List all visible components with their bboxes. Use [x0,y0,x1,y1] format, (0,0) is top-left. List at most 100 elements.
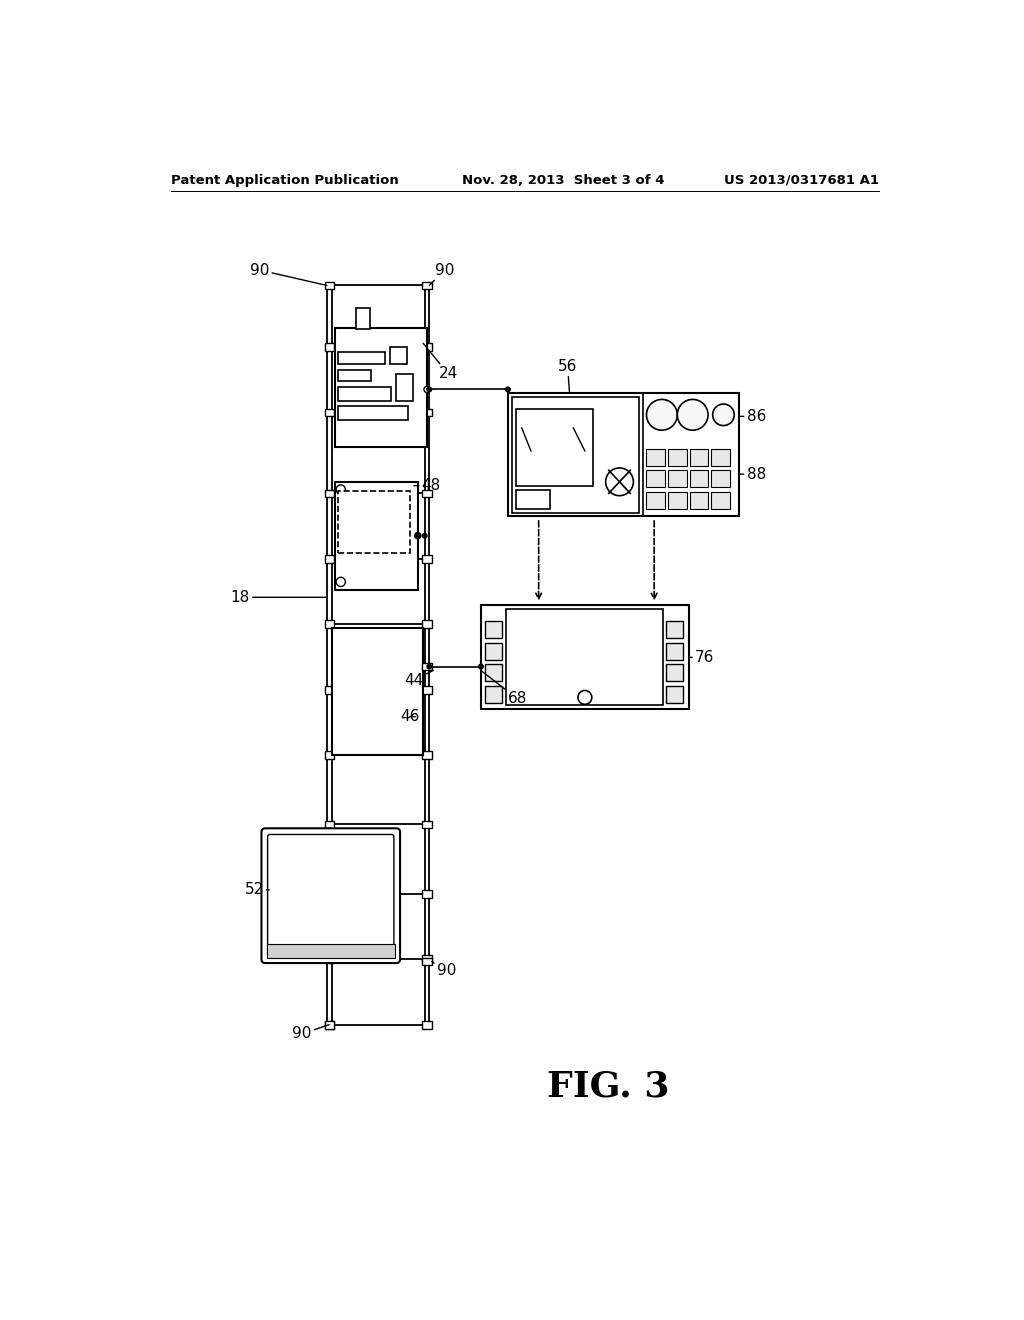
Bar [422,1020,432,1028]
Circle shape [415,532,421,539]
Bar [646,470,665,487]
Text: 76: 76 [689,649,715,665]
Text: FIG. 3: FIG. 3 [547,1069,670,1104]
Text: 56: 56 [558,359,578,392]
Bar [666,622,683,638]
Bar [646,449,665,466]
Bar [267,944,394,958]
Circle shape [427,664,432,669]
Bar [333,628,423,755]
Bar [335,327,427,447]
Bar [484,643,502,660]
Bar [325,554,334,562]
Bar [339,407,408,420]
Bar [325,821,334,829]
Bar [689,449,708,466]
Bar [344,533,364,549]
Circle shape [336,484,345,494]
Bar [668,449,686,466]
Bar [689,470,708,487]
Text: US 2013/0317681 A1: US 2013/0317681 A1 [724,174,879,187]
Bar [325,620,334,628]
Bar [422,343,432,351]
Bar [484,664,502,681]
Circle shape [677,400,708,430]
Text: 90: 90 [429,263,454,285]
Bar [422,751,432,759]
Bar [370,492,390,510]
Bar [422,281,432,289]
Bar [325,956,334,964]
Bar [515,409,593,486]
Bar [325,343,334,351]
Bar [508,393,739,516]
Bar [325,1020,334,1028]
Bar [711,492,730,508]
Bar [325,1020,334,1028]
Bar [666,664,683,681]
Bar [422,890,432,898]
Bar [325,409,334,416]
Circle shape [578,690,592,705]
Bar [396,374,413,401]
Bar [668,470,686,487]
Bar [339,387,391,401]
Bar [422,409,432,416]
Circle shape [336,577,345,586]
Bar [422,956,432,964]
Bar [646,492,665,508]
Bar [512,397,639,512]
Bar [422,490,432,498]
Bar [356,308,370,330]
Bar [335,482,418,590]
Bar [344,512,364,529]
Bar [422,686,432,693]
Text: Nov. 28, 2013  Sheet 3 of 4: Nov. 28, 2013 Sheet 3 of 4 [462,174,665,187]
Circle shape [427,387,432,392]
Bar [422,620,432,628]
Bar [390,347,407,364]
Bar [711,449,730,466]
Bar [370,533,390,549]
Bar [339,491,410,553]
Bar [325,490,334,498]
Bar [689,492,708,508]
Bar [325,890,334,898]
Text: 46: 46 [400,709,420,725]
Bar [422,663,432,671]
Text: 88: 88 [740,466,766,482]
Bar [668,492,686,508]
Bar [339,370,371,381]
Bar [481,605,689,709]
Bar [339,351,385,364]
Bar [422,821,432,829]
FancyBboxPatch shape [261,829,400,964]
Circle shape [646,400,677,430]
Circle shape [506,387,510,392]
Text: 90: 90 [432,961,457,978]
Text: 18: 18 [230,590,327,605]
Text: 90: 90 [250,263,327,285]
Bar [422,958,432,965]
FancyBboxPatch shape [267,834,394,957]
Text: 86: 86 [740,409,766,424]
Circle shape [424,387,430,392]
Bar [344,492,364,510]
Text: 44: 44 [404,671,433,688]
Bar [325,281,334,289]
Bar [506,609,664,705]
Bar [325,686,334,693]
Bar [422,554,432,562]
Bar [484,686,502,702]
Circle shape [478,664,483,669]
Bar [325,751,334,759]
Circle shape [422,533,427,539]
Text: 48: 48 [414,478,441,494]
Text: 52: 52 [245,882,269,898]
Bar [666,643,683,660]
Text: 24: 24 [423,343,458,381]
Circle shape [605,469,634,496]
Bar [484,622,502,638]
Bar [711,470,730,487]
Text: Patent Application Publication: Patent Application Publication [171,174,398,187]
